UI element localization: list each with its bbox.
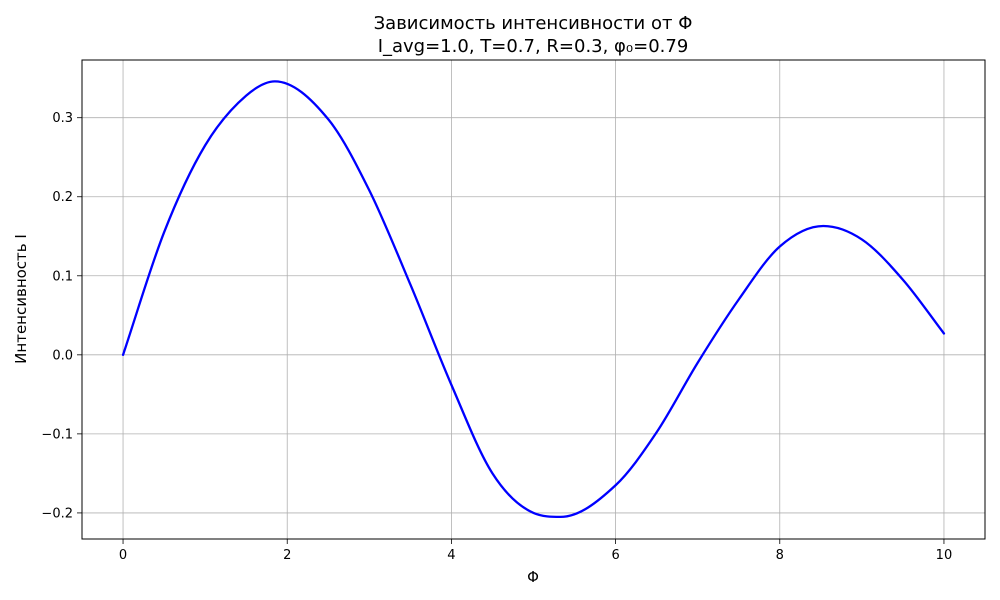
- grid: [82, 60, 985, 539]
- y-tick-label: −0.2: [41, 506, 73, 521]
- x-tick-label: 6: [611, 548, 619, 563]
- y-tick-label: 0.1: [52, 269, 73, 284]
- axes-frame: [81, 59, 986, 540]
- series-line: [121, 80, 946, 519]
- x-tick-label: 10: [936, 548, 953, 563]
- x-tick-label: 4: [447, 548, 455, 563]
- x-axis-label: Φ: [527, 568, 539, 586]
- y-tick-label: 0.2: [52, 190, 73, 205]
- chart-title: Зависимость интенсивности от Φ: [374, 13, 693, 34]
- plot-area: [121, 80, 946, 519]
- x-tick-label: 0: [119, 548, 127, 563]
- y-tick-label: 0.3: [52, 111, 73, 126]
- x-tick-label: 8: [776, 548, 784, 563]
- chart-subtitle: I_avg=1.0, T=0.7, R=0.3, φ₀=0.79: [378, 36, 689, 57]
- y-tick-label: −0.1: [41, 427, 73, 442]
- y-axis-label: Интенсивность I: [12, 234, 30, 364]
- y-tick-label: 0.0: [52, 348, 73, 363]
- ticks: 0 2 4 6 8 10 −0.2 −0.1 0.0 0.1 0.2 0.3: [41, 111, 952, 563]
- x-tick-label: 2: [283, 548, 291, 563]
